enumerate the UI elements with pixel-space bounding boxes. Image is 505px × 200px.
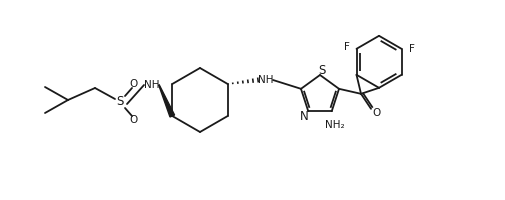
Text: F: F xyxy=(408,44,414,54)
Text: O: O xyxy=(130,115,138,125)
Text: S: S xyxy=(318,64,325,76)
Polygon shape xyxy=(159,85,174,117)
Text: S: S xyxy=(116,95,123,108)
Text: NH: NH xyxy=(144,80,160,90)
Text: N: N xyxy=(299,110,308,123)
Text: F: F xyxy=(343,42,349,52)
Text: O: O xyxy=(371,108,379,118)
Text: NH: NH xyxy=(258,75,273,85)
Text: O: O xyxy=(130,79,138,89)
Text: NH₂: NH₂ xyxy=(324,120,344,130)
